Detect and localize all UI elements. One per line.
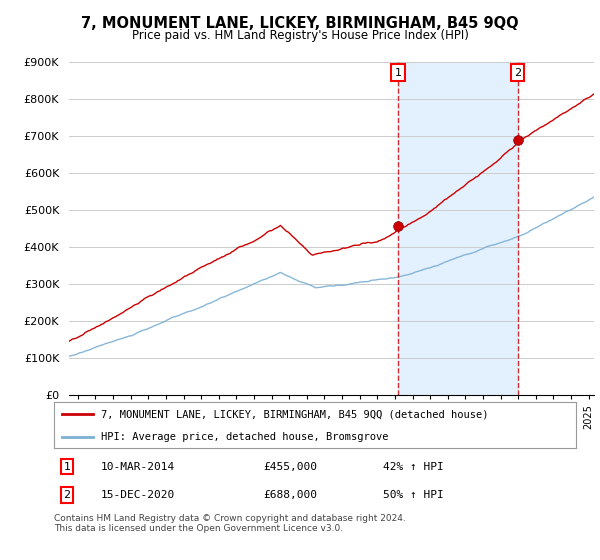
Text: 7, MONUMENT LANE, LICKEY, BIRMINGHAM, B45 9QQ (detached house): 7, MONUMENT LANE, LICKEY, BIRMINGHAM, B4… [101, 409, 488, 419]
Text: Contains HM Land Registry data © Crown copyright and database right 2024.
This d: Contains HM Land Registry data © Crown c… [54, 514, 406, 533]
Text: 15-DEC-2020: 15-DEC-2020 [101, 490, 175, 500]
Text: 2: 2 [514, 68, 521, 78]
Text: 1: 1 [395, 68, 402, 78]
Text: HPI: Average price, detached house, Bromsgrove: HPI: Average price, detached house, Brom… [101, 432, 388, 441]
Text: 42% ↑ HPI: 42% ↑ HPI [383, 461, 443, 472]
Bar [398, 62, 518, 395]
Text: £688,000: £688,000 [263, 490, 317, 500]
Text: 1: 1 [64, 461, 71, 472]
Text: 7, MONUMENT LANE, LICKEY, BIRMINGHAM, B45 9QQ: 7, MONUMENT LANE, LICKEY, BIRMINGHAM, B4… [81, 16, 519, 31]
Text: £455,000: £455,000 [263, 461, 317, 472]
Text: 2: 2 [64, 490, 71, 500]
Text: Price paid vs. HM Land Registry's House Price Index (HPI): Price paid vs. HM Land Registry's House … [131, 29, 469, 42]
Text: 10-MAR-2014: 10-MAR-2014 [101, 461, 175, 472]
Text: 50% ↑ HPI: 50% ↑ HPI [383, 490, 443, 500]
